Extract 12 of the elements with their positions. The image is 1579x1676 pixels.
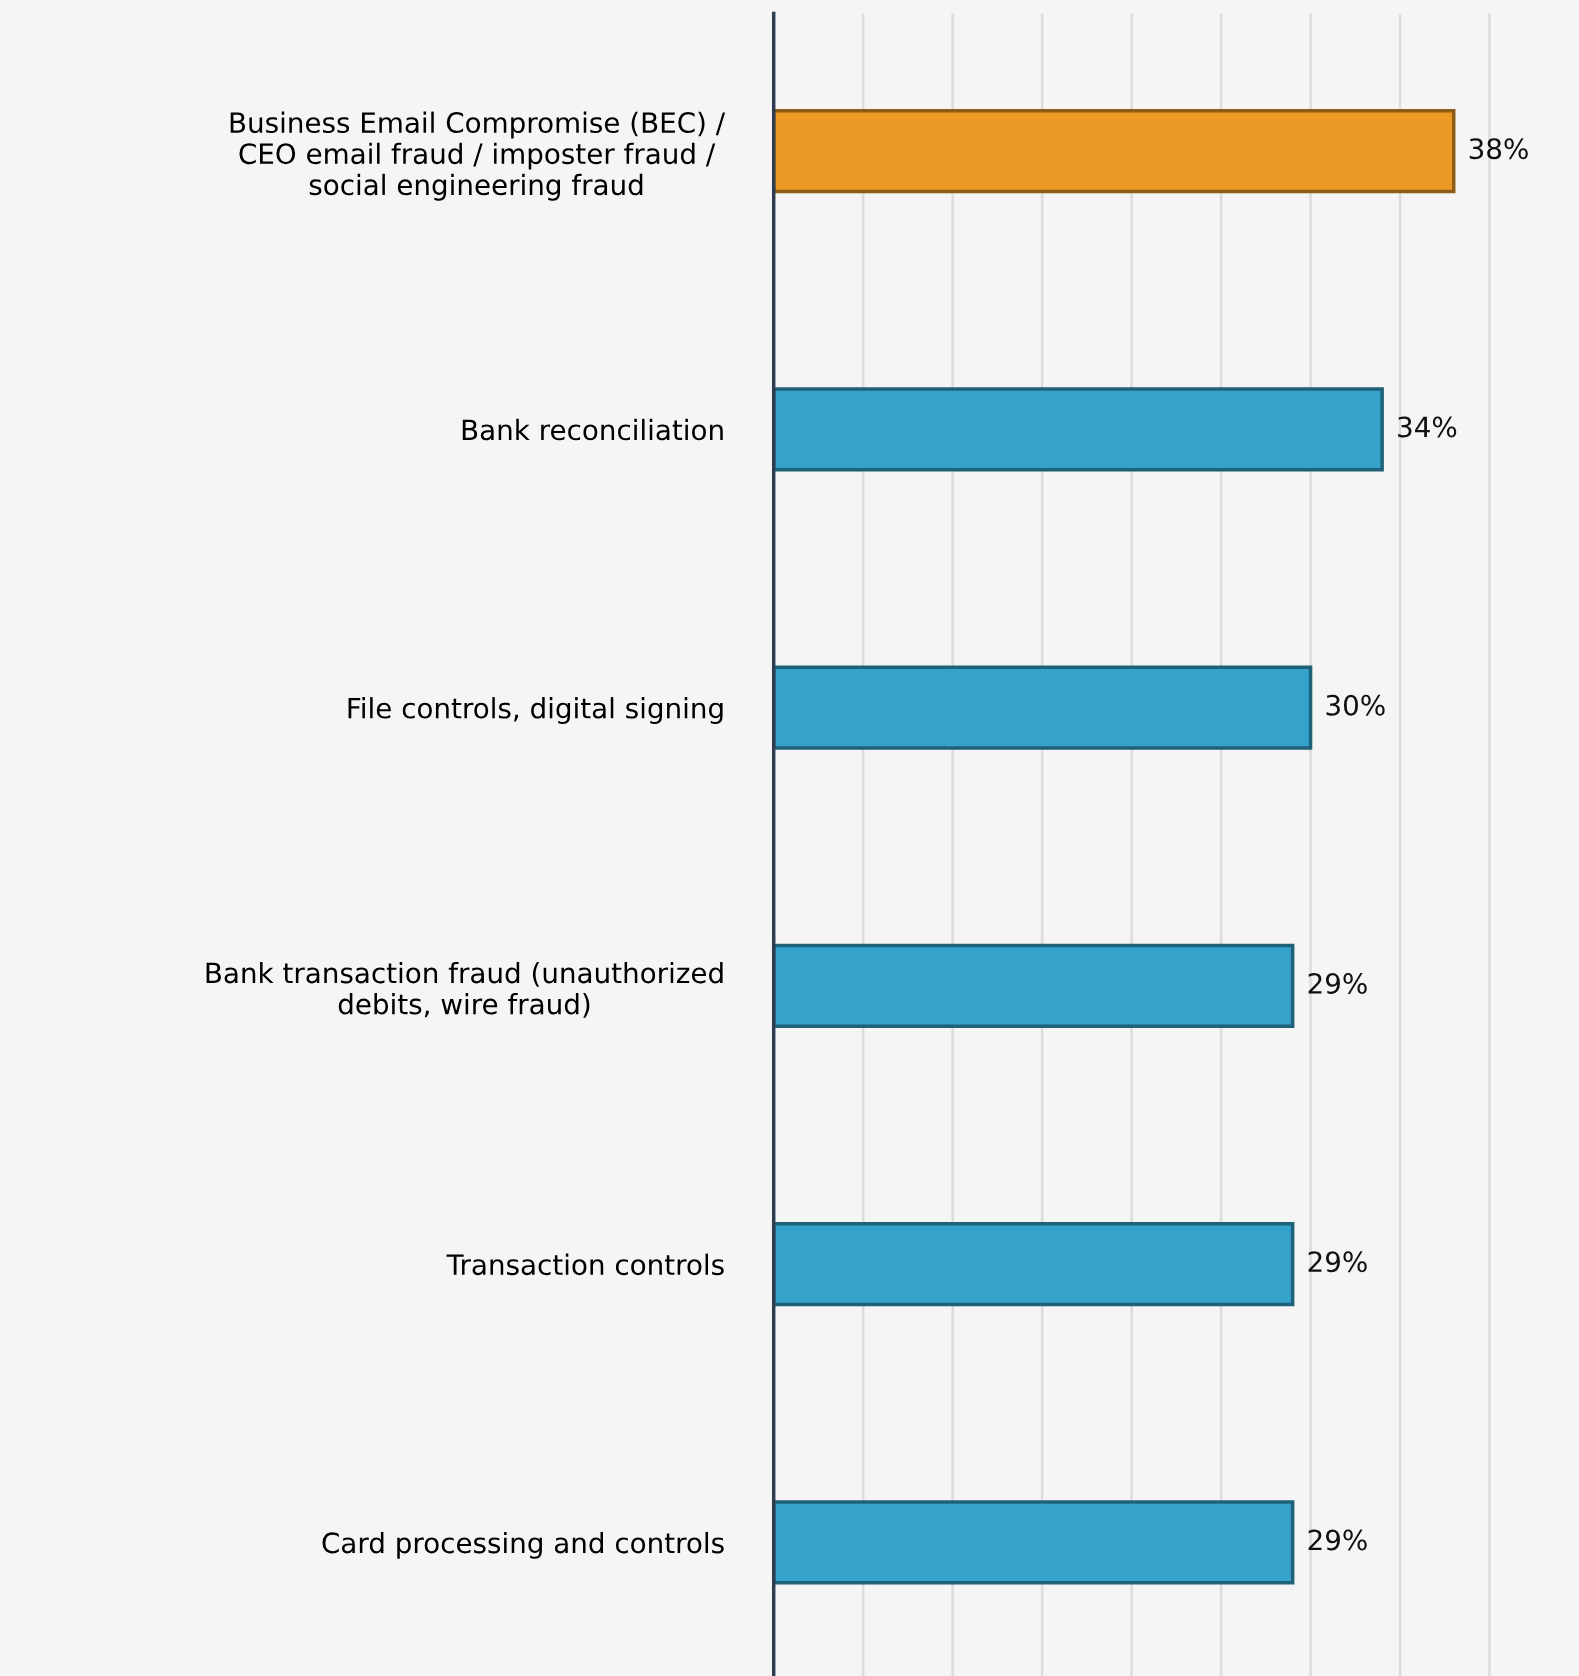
y-tick-label: Transaction controls	[446, 1253, 724, 1276]
data-label: 34%	[1398, 416, 1457, 438]
y-tick-label: Bank transaction fraud (unauthorized debits, wire fraud)	[206, 961, 723, 1018]
y-tick-label: Card processing and controls	[322, 1531, 724, 1559]
data-label: 29%	[1308, 1529, 1367, 1551]
data-label: 29%	[1308, 972, 1367, 994]
y-tick-label: Business Email Compromise (BEC) / CEO email fraud / imposter fraud / social engineering fraud	[230, 111, 726, 201]
data-label: 30%	[1326, 694, 1385, 716]
data-label: 29%	[1308, 1251, 1367, 1273]
y-tick-label: Bank reconciliation	[462, 418, 723, 441]
data-label: 38%	[1469, 138, 1528, 160]
y-tick-label: File controls, digital signing	[348, 697, 723, 724]
